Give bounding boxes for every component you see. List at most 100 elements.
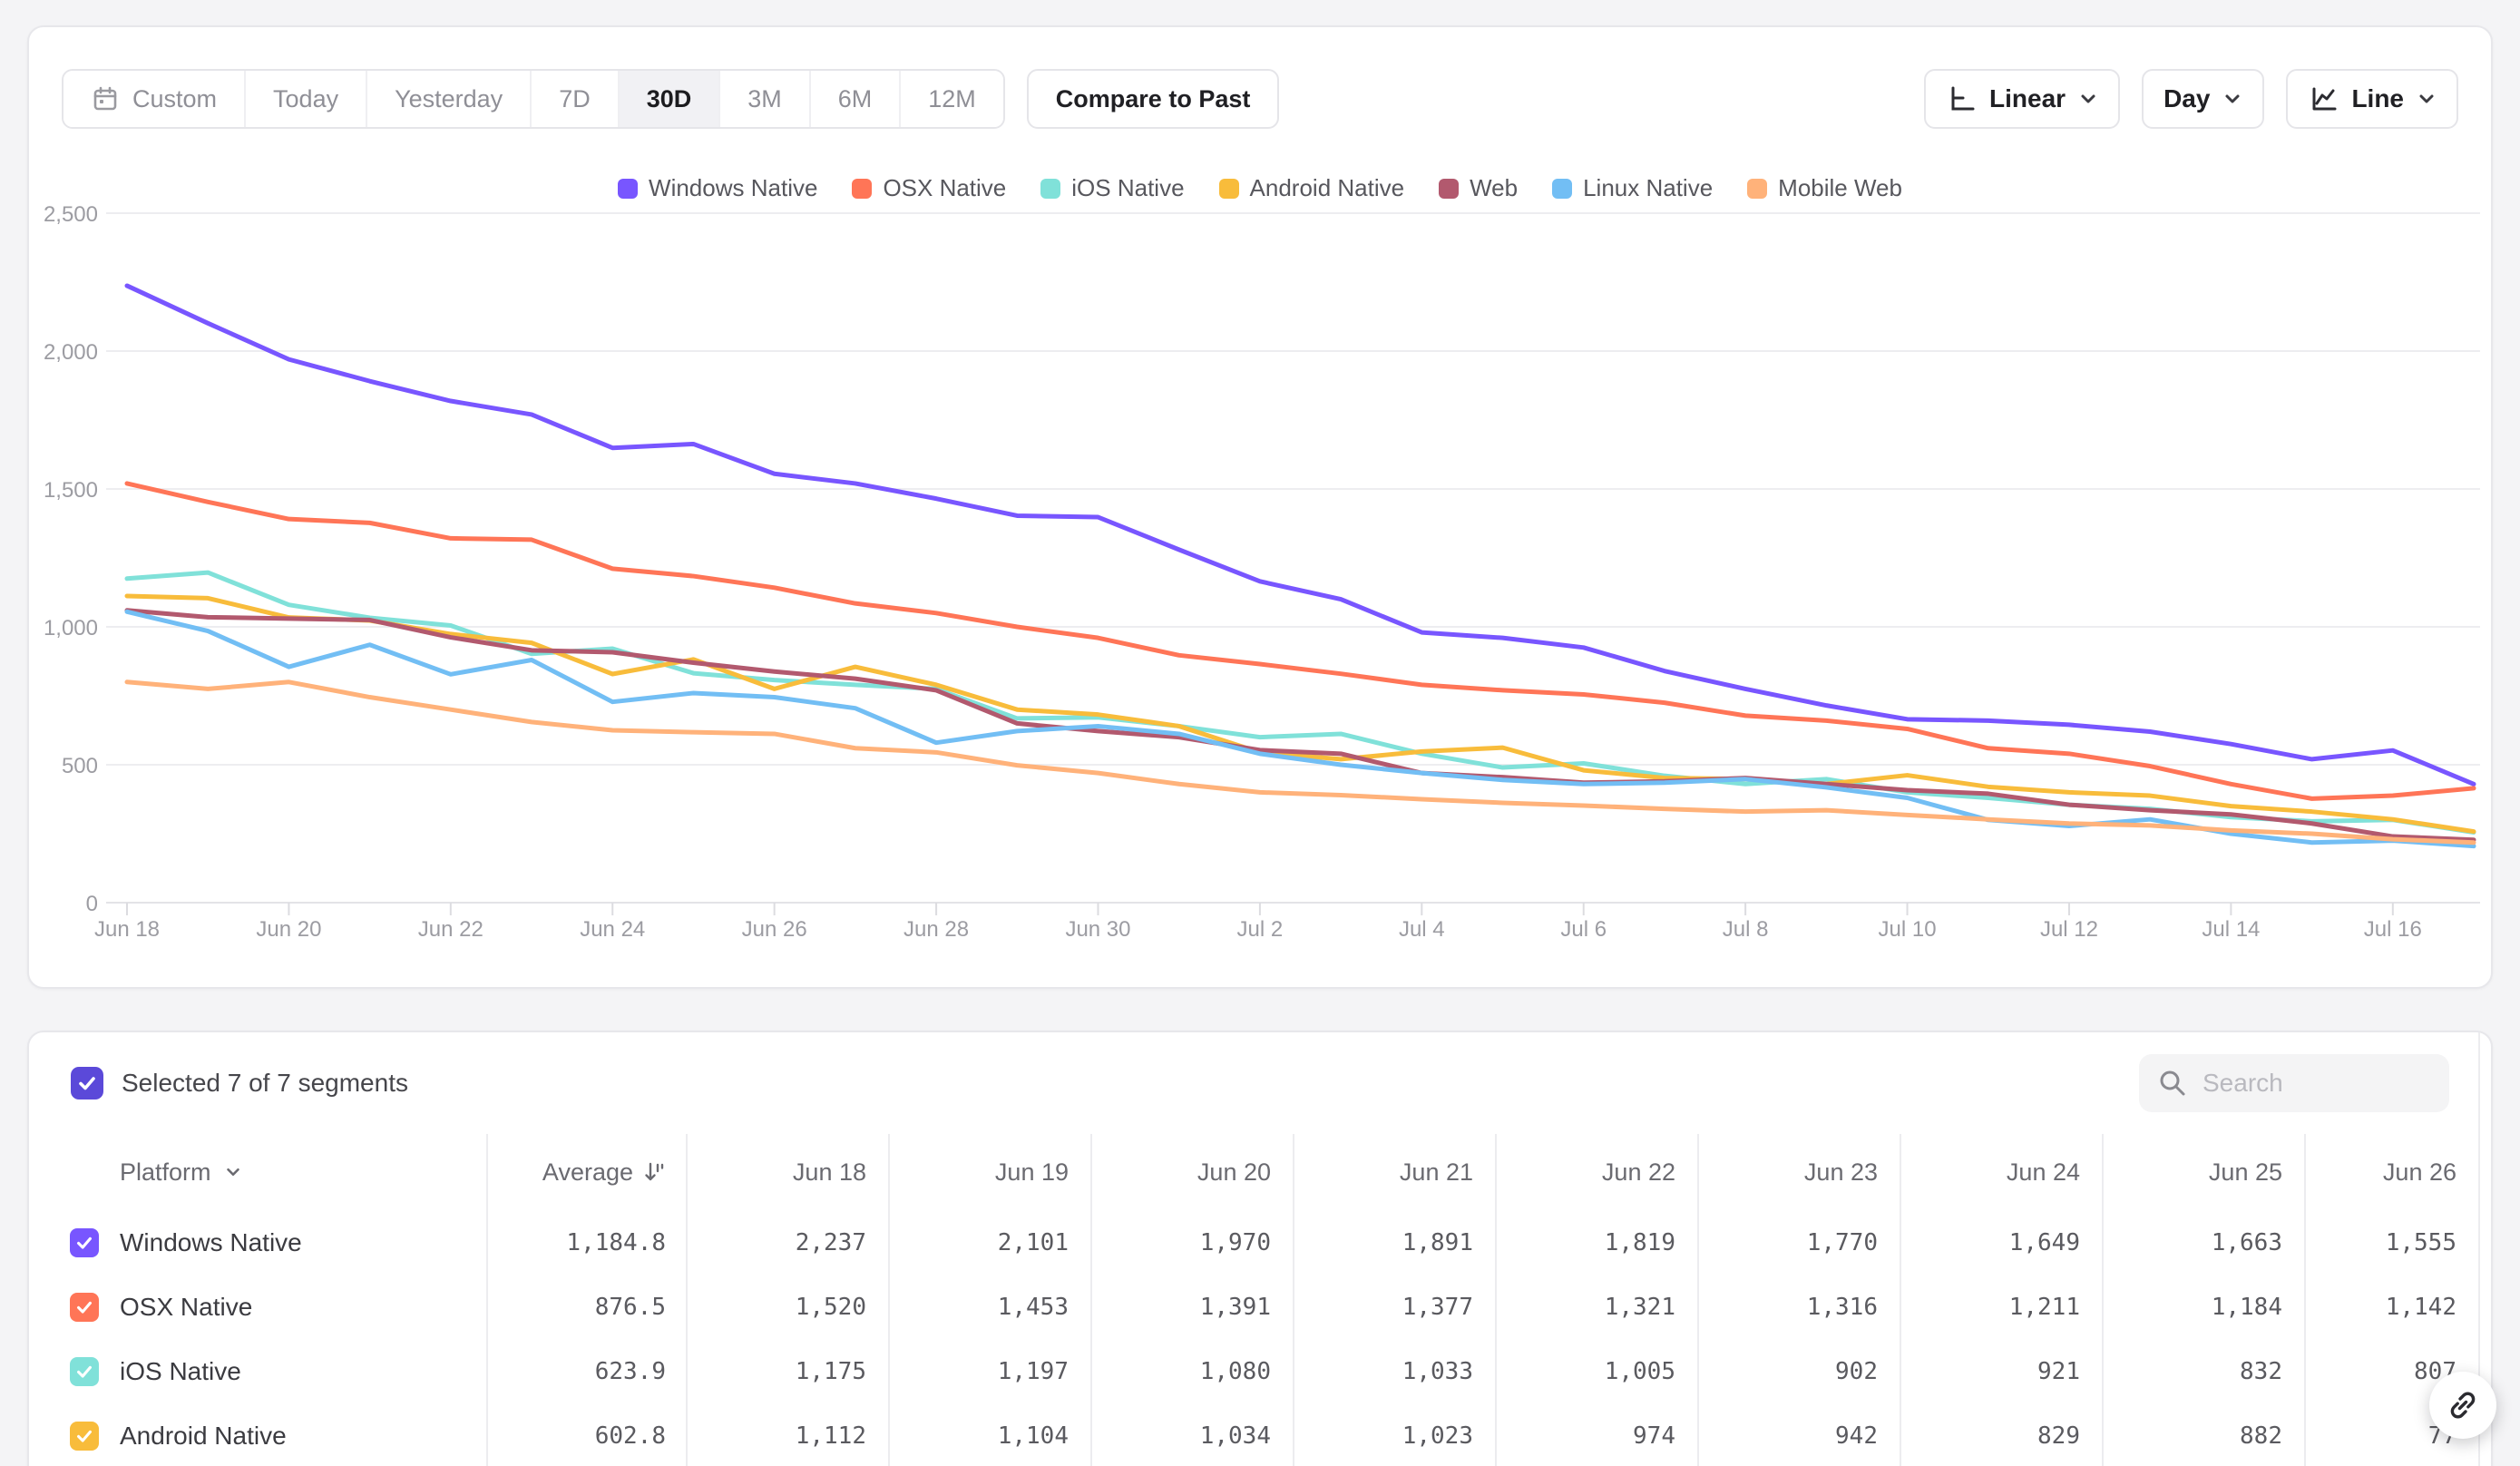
legend-item-android-native[interactable]: Android Native — [1218, 174, 1405, 202]
column-divider — [686, 1134, 688, 1466]
range-button-6m[interactable]: 6M — [808, 71, 900, 127]
search-icon — [2157, 1068, 2188, 1099]
cell-value: 882 — [2240, 1422, 2282, 1450]
range-button-label: Yesterday — [395, 84, 503, 112]
x-axis-label: Jun 22 — [418, 917, 483, 942]
select-all-checkbox[interactable] — [71, 1067, 103, 1100]
column-header-label: Jun 24 — [2006, 1158, 2080, 1186]
chart-type-dropdown[interactable]: Line — [2286, 69, 2458, 129]
segments-table-card: Selected 7 of 7 segments Platform Average… — [27, 1031, 2493, 1466]
checkmark-icon — [79, 1077, 95, 1090]
range-button-label: 30D — [646, 84, 692, 112]
legend-item-windows-native[interactable]: Windows Native — [618, 174, 817, 202]
cell-value: 829 — [2037, 1422, 2080, 1450]
segments-table: Platform Average Jun 18 Jun 19 Jun 20 Jun 21 J… — [29, 1032, 2491, 1466]
column-header-jun-24[interactable]: Jun 24 — [1900, 1134, 2080, 1210]
column-header-jun-23[interactable]: Jun 23 — [1697, 1134, 1878, 1210]
average-value: 876.5 — [594, 1293, 666, 1321]
compare-to-past-label: Compare to Past — [1055, 84, 1251, 112]
segment-search[interactable] — [2139, 1054, 2449, 1112]
column-divider — [1293, 1134, 1294, 1466]
series-line-web[interactable] — [124, 608, 2476, 843]
range-button-30d[interactable]: 30D — [617, 71, 719, 127]
cell-value: 1,112 — [795, 1422, 866, 1450]
range-button-today[interactable]: Today — [244, 71, 366, 127]
copy-link-button[interactable] — [2429, 1372, 2496, 1439]
date-range-group: Custom Today Yesterday 7D 30D 3M 6M 12M — [62, 69, 1005, 129]
compare-to-past-button[interactable]: Compare to Past — [1026, 69, 1280, 129]
checkmark-icon — [77, 1430, 92, 1442]
column-header-jun-19[interactable]: Jun 19 — [888, 1134, 1069, 1210]
segment-name: Android Native — [120, 1421, 287, 1450]
column-header-label: Average — [542, 1158, 633, 1186]
x-axis-label: Jul 8 — [1723, 917, 1769, 942]
series-line-osx-native[interactable] — [124, 481, 2476, 801]
y-axis-label: 500 — [62, 754, 98, 778]
segment-name: Windows Native — [120, 1227, 302, 1256]
interval-dropdown-label: Day — [2163, 84, 2211, 112]
column-header-average[interactable]: Average — [495, 1134, 666, 1210]
average-value: 1,184.8 — [566, 1228, 666, 1256]
legend-item-mobile-web[interactable]: Mobile Web — [1747, 174, 1902, 202]
segment-checkbox-android-native[interactable] — [70, 1421, 99, 1451]
column-header-platform[interactable]: Platform — [120, 1134, 242, 1210]
column-header-label: Jun 23 — [1803, 1158, 1878, 1186]
legend-item-linux-native[interactable]: Linux Native — [1552, 174, 1713, 202]
checkmark-icon — [77, 1236, 92, 1249]
column-header-jun-20[interactable]: Jun 20 — [1090, 1134, 1271, 1210]
legend-label: OSX Native — [883, 174, 1007, 201]
legend-swatch — [1552, 178, 1573, 199]
search-input[interactable] — [2203, 1069, 2420, 1098]
series-line-windows-native[interactable] — [124, 283, 2476, 787]
cell-value: 1,453 — [997, 1293, 1069, 1321]
cell-value: 1,321 — [1604, 1293, 1675, 1321]
segment-name: iOS Native — [120, 1356, 241, 1385]
column-header-jun-21[interactable]: Jun 21 — [1293, 1134, 1473, 1210]
y-axis-label: 2,500 — [44, 202, 98, 227]
cell-value: 902 — [1835, 1357, 1878, 1385]
cell-value: 1,104 — [997, 1422, 1069, 1450]
column-divider — [1697, 1134, 1699, 1466]
cell-value: 1,649 — [2008, 1228, 2080, 1256]
selected-summary: Selected 7 of 7 segments — [122, 1069, 408, 1097]
legend-item-osx-native[interactable]: OSX Native — [852, 174, 1006, 202]
x-axis-label: Jul 6 — [1560, 917, 1607, 942]
column-divider — [1900, 1134, 1901, 1466]
legend-item-web[interactable]: Web — [1439, 174, 1518, 202]
x-axis-label: Jul 16 — [2364, 917, 2422, 942]
column-header-label: Jun 20 — [1197, 1158, 1271, 1186]
average-value: 602.8 — [594, 1422, 666, 1450]
column-divider — [1495, 1134, 1497, 1466]
legend-item-ios-native[interactable]: iOS Native — [1040, 174, 1185, 202]
x-axis-label: Jul 10 — [1879, 917, 1937, 942]
range-button-12m[interactable]: 12M — [899, 71, 1003, 127]
segment-checkbox-ios-native[interactable] — [70, 1356, 99, 1386]
range-button-3m[interactable]: 3M — [718, 71, 809, 127]
scale-dropdown[interactable]: Linear — [1924, 69, 2121, 129]
column-header-jun-25[interactable]: Jun 25 — [2102, 1134, 2282, 1210]
range-button-yesterday[interactable]: Yesterday — [366, 71, 531, 127]
legend-swatch — [852, 178, 873, 199]
column-header-jun-26[interactable]: Jun 26 — [2304, 1134, 2457, 1210]
cell-value: 1,142 — [2385, 1293, 2457, 1321]
column-header-label: Jun 25 — [2208, 1158, 2282, 1186]
range-button-custom[interactable]: Custom — [63, 71, 245, 127]
column-header-jun-22[interactable]: Jun 22 — [1495, 1134, 1675, 1210]
legend-label: Android Native — [1249, 174, 1405, 201]
cell-value: 2,237 — [795, 1228, 866, 1256]
interval-dropdown[interactable]: Day — [2142, 69, 2265, 129]
x-axis-label: Jul 14 — [2202, 917, 2260, 942]
y-axis-label: 2,000 — [44, 340, 98, 365]
column-header-jun-18[interactable]: Jun 18 — [686, 1134, 866, 1210]
segment-checkbox-windows-native[interactable] — [70, 1227, 99, 1257]
segment-checkbox-osx-native[interactable] — [70, 1292, 99, 1322]
range-button-7d[interactable]: 7D — [530, 71, 618, 127]
legend-label: Linux Native — [1583, 174, 1714, 201]
cell-value: 921 — [2037, 1357, 2080, 1385]
column-header-label: Jun 26 — [2382, 1158, 2457, 1186]
legend-swatch — [1040, 178, 1061, 199]
series-line-android-native[interactable] — [124, 593, 2476, 835]
x-axis-label: Jun 30 — [1065, 917, 1130, 942]
series-line-mobile-web[interactable] — [124, 679, 2476, 845]
legend-swatch — [1218, 178, 1239, 199]
